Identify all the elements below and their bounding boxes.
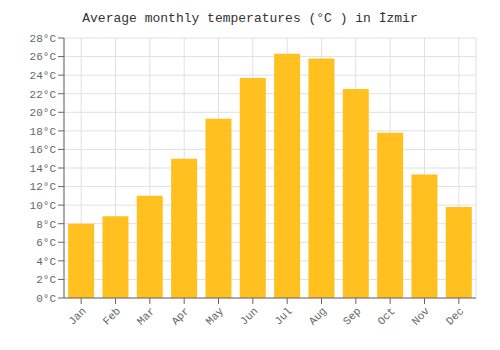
svg-text:Jan: Jan <box>66 305 88 327</box>
svg-text:14°C: 14°C <box>30 163 57 175</box>
svg-text:24°C: 24°C <box>30 70 57 82</box>
svg-text:28°C: 28°C <box>30 33 57 45</box>
svg-text:0°C: 0°C <box>36 293 56 305</box>
svg-text:22°C: 22°C <box>30 89 57 101</box>
html-text:Average monthly temperatures (: Average monthly temperatures (°C ) in İz… <box>82 11 418 26</box>
svg-text:12°C: 12°C <box>30 181 57 193</box>
svg-text:Apr: Apr <box>169 305 191 327</box>
svg-text:Jul: Jul <box>272 305 294 327</box>
svg-text:20°C: 20°C <box>30 107 57 119</box>
svg-text:18°C: 18°C <box>30 126 57 138</box>
svg-text:2°C: 2°C <box>36 274 56 286</box>
svg-text:Nov: Nov <box>410 305 433 328</box>
svg-text:8°C: 8°C <box>36 219 56 231</box>
svg-text:16°C: 16°C <box>30 144 57 156</box>
svg-text:Mar: Mar <box>135 305 157 327</box>
svg-text:10°C: 10°C <box>30 200 57 212</box>
svg-text:Oct: Oct <box>375 305 397 327</box>
svg-text:6°C: 6°C <box>36 237 56 249</box>
svg-text:4°C: 4°C <box>36 256 56 268</box>
svg-text:Jun: Jun <box>238 305 260 327</box>
svg-text:Aug: Aug <box>307 305 329 327</box>
svg-text:Dec: Dec <box>444 305 466 327</box>
svg-text:May: May <box>204 305 227 328</box>
svg-text:Sep: Sep <box>341 305 363 327</box>
svg-text:26°C: 26°C <box>30 51 57 63</box>
svg-text:Feb: Feb <box>101 305 123 327</box>
